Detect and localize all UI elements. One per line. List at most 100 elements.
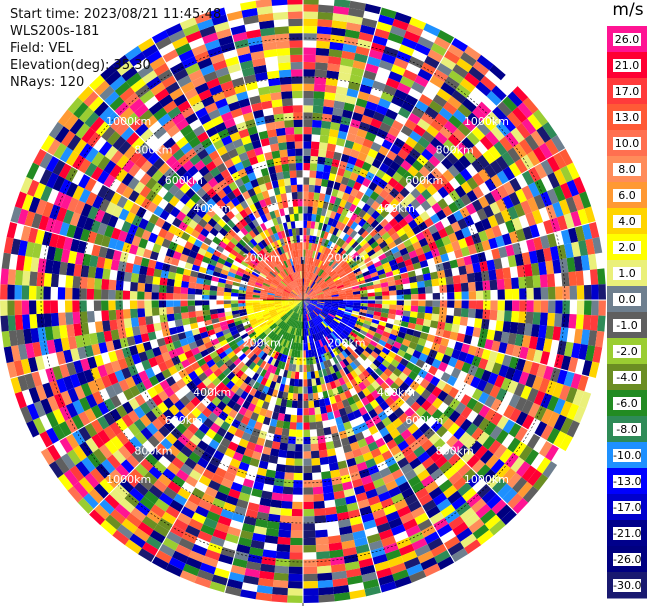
- velocity-gate: [367, 329, 376, 337]
- velocity-gate: [355, 492, 368, 503]
- velocity-gate: [124, 539, 142, 555]
- velocity-gate: [297, 400, 303, 409]
- velocity-gate: [240, 390, 249, 400]
- velocity-gate: [366, 310, 375, 315]
- velocity-gate: [293, 378, 299, 387]
- velocity-gate: [65, 433, 80, 450]
- velocity-gate: [231, 366, 241, 376]
- velocity-gate: [339, 392, 348, 402]
- velocity-gate: [211, 473, 224, 485]
- velocity-gate: [408, 370, 418, 381]
- velocity-gate: [209, 456, 222, 468]
- velocity-gate: [424, 531, 441, 545]
- velocity-gate: [318, 449, 328, 458]
- velocity-gate: [452, 458, 467, 472]
- velocity-gate: [235, 387, 245, 397]
- velocity-gate: [300, 343, 303, 351]
- velocity-gate: [114, 503, 131, 519]
- velocity-gate: [180, 293, 188, 300]
- velocity-gate: [328, 542, 343, 552]
- velocity-gate: [236, 498, 249, 510]
- velocity-gate: [282, 391, 289, 400]
- velocity-gate: [456, 527, 473, 543]
- velocity-gate: [359, 309, 368, 314]
- velocity-gate: [151, 292, 159, 300]
- velocity-gate: [382, 300, 390, 305]
- velocity-gate: [258, 331, 266, 339]
- velocity-gate: [329, 349, 336, 358]
- velocity-gate: [411, 300, 419, 307]
- velocity-gate: [234, 320, 243, 326]
- velocity-gate: [304, 314, 307, 322]
- velocity-gate: [209, 350, 219, 359]
- velocity-gate: [283, 316, 290, 323]
- velocity-gate: [277, 329, 284, 337]
- velocity-gate: [188, 370, 198, 381]
- velocity-gate: [317, 435, 326, 444]
- velocity-gate: [350, 370, 359, 379]
- velocity-gate: [512, 477, 528, 494]
- velocity-gate: [94, 321, 104, 333]
- velocity-gate: [273, 335, 280, 343]
- velocity-gate: [196, 569, 214, 582]
- velocity-gate: [248, 387, 258, 397]
- velocity-gate: [385, 510, 400, 523]
- velocity-gate: [289, 544, 303, 553]
- velocity-gate: [546, 395, 559, 412]
- velocity-gate: [158, 284, 167, 293]
- velocity-gate: [315, 421, 324, 430]
- velocity-gate: [52, 408, 66, 425]
- velocity-gate: [532, 349, 543, 364]
- velocity-gate: [375, 328, 384, 336]
- velocity-gate: [547, 300, 556, 314]
- velocity-gate: [308, 327, 313, 336]
- velocity-gate: [409, 440, 422, 452]
- velocity-gate: [17, 374, 29, 392]
- velocity-gate: [232, 332, 241, 340]
- velocity-gate: [298, 306, 302, 314]
- velocity-gate: [311, 457, 321, 466]
- velocity-gate: [357, 390, 366, 400]
- velocity-gate: [330, 332, 337, 340]
- velocity-gate: [303, 177, 310, 185]
- velocity-gate: [547, 286, 556, 300]
- velocity-gate: [418, 422, 431, 435]
- velocity-gate: [163, 386, 175, 398]
- velocity-gate: [324, 303, 332, 306]
- velocity-gate: [289, 40, 303, 48]
- velocity-gate: [352, 307, 361, 312]
- velocity-gate: [209, 363, 219, 373]
- colorbar-tick-label: 4.0: [613, 215, 641, 228]
- velocity-gate: [520, 385, 532, 400]
- velocity-gate: [540, 408, 554, 425]
- velocity-gate: [303, 33, 317, 41]
- velocity-gate: [254, 338, 263, 346]
- velocity-gate: [476, 464, 491, 479]
- velocity-gate: [167, 444, 181, 457]
- velocity-gate: [310, 155, 319, 164]
- velocity-gate: [212, 433, 224, 444]
- velocity-gate: [330, 340, 337, 349]
- velocity-gate: [58, 312, 67, 326]
- velocity-gate: [431, 358, 442, 369]
- velocity-gate: [311, 465, 322, 473]
- velocity-gate: [338, 303, 347, 307]
- velocity-gate: [153, 382, 164, 395]
- velocity-gate: [331, 372, 339, 381]
- velocity-gate: [303, 300, 309, 306]
- velocity-gate: [198, 423, 210, 435]
- velocity-gate: [345, 356, 353, 365]
- velocity-gate: [321, 471, 332, 480]
- velocity-gate: [303, 98, 314, 106]
- velocity-gate: [372, 477, 386, 489]
- velocity-gate: [211, 396, 222, 407]
- velocity-gate: [271, 314, 279, 320]
- velocity-gate: [525, 275, 534, 289]
- velocity-gate: [418, 352, 429, 363]
- velocity-gate: [286, 317, 292, 325]
- velocity-gate: [335, 327, 343, 334]
- velocity-gate: [310, 300, 318, 302]
- velocity-gate: [397, 331, 406, 339]
- velocity-gate: [366, 384, 376, 394]
